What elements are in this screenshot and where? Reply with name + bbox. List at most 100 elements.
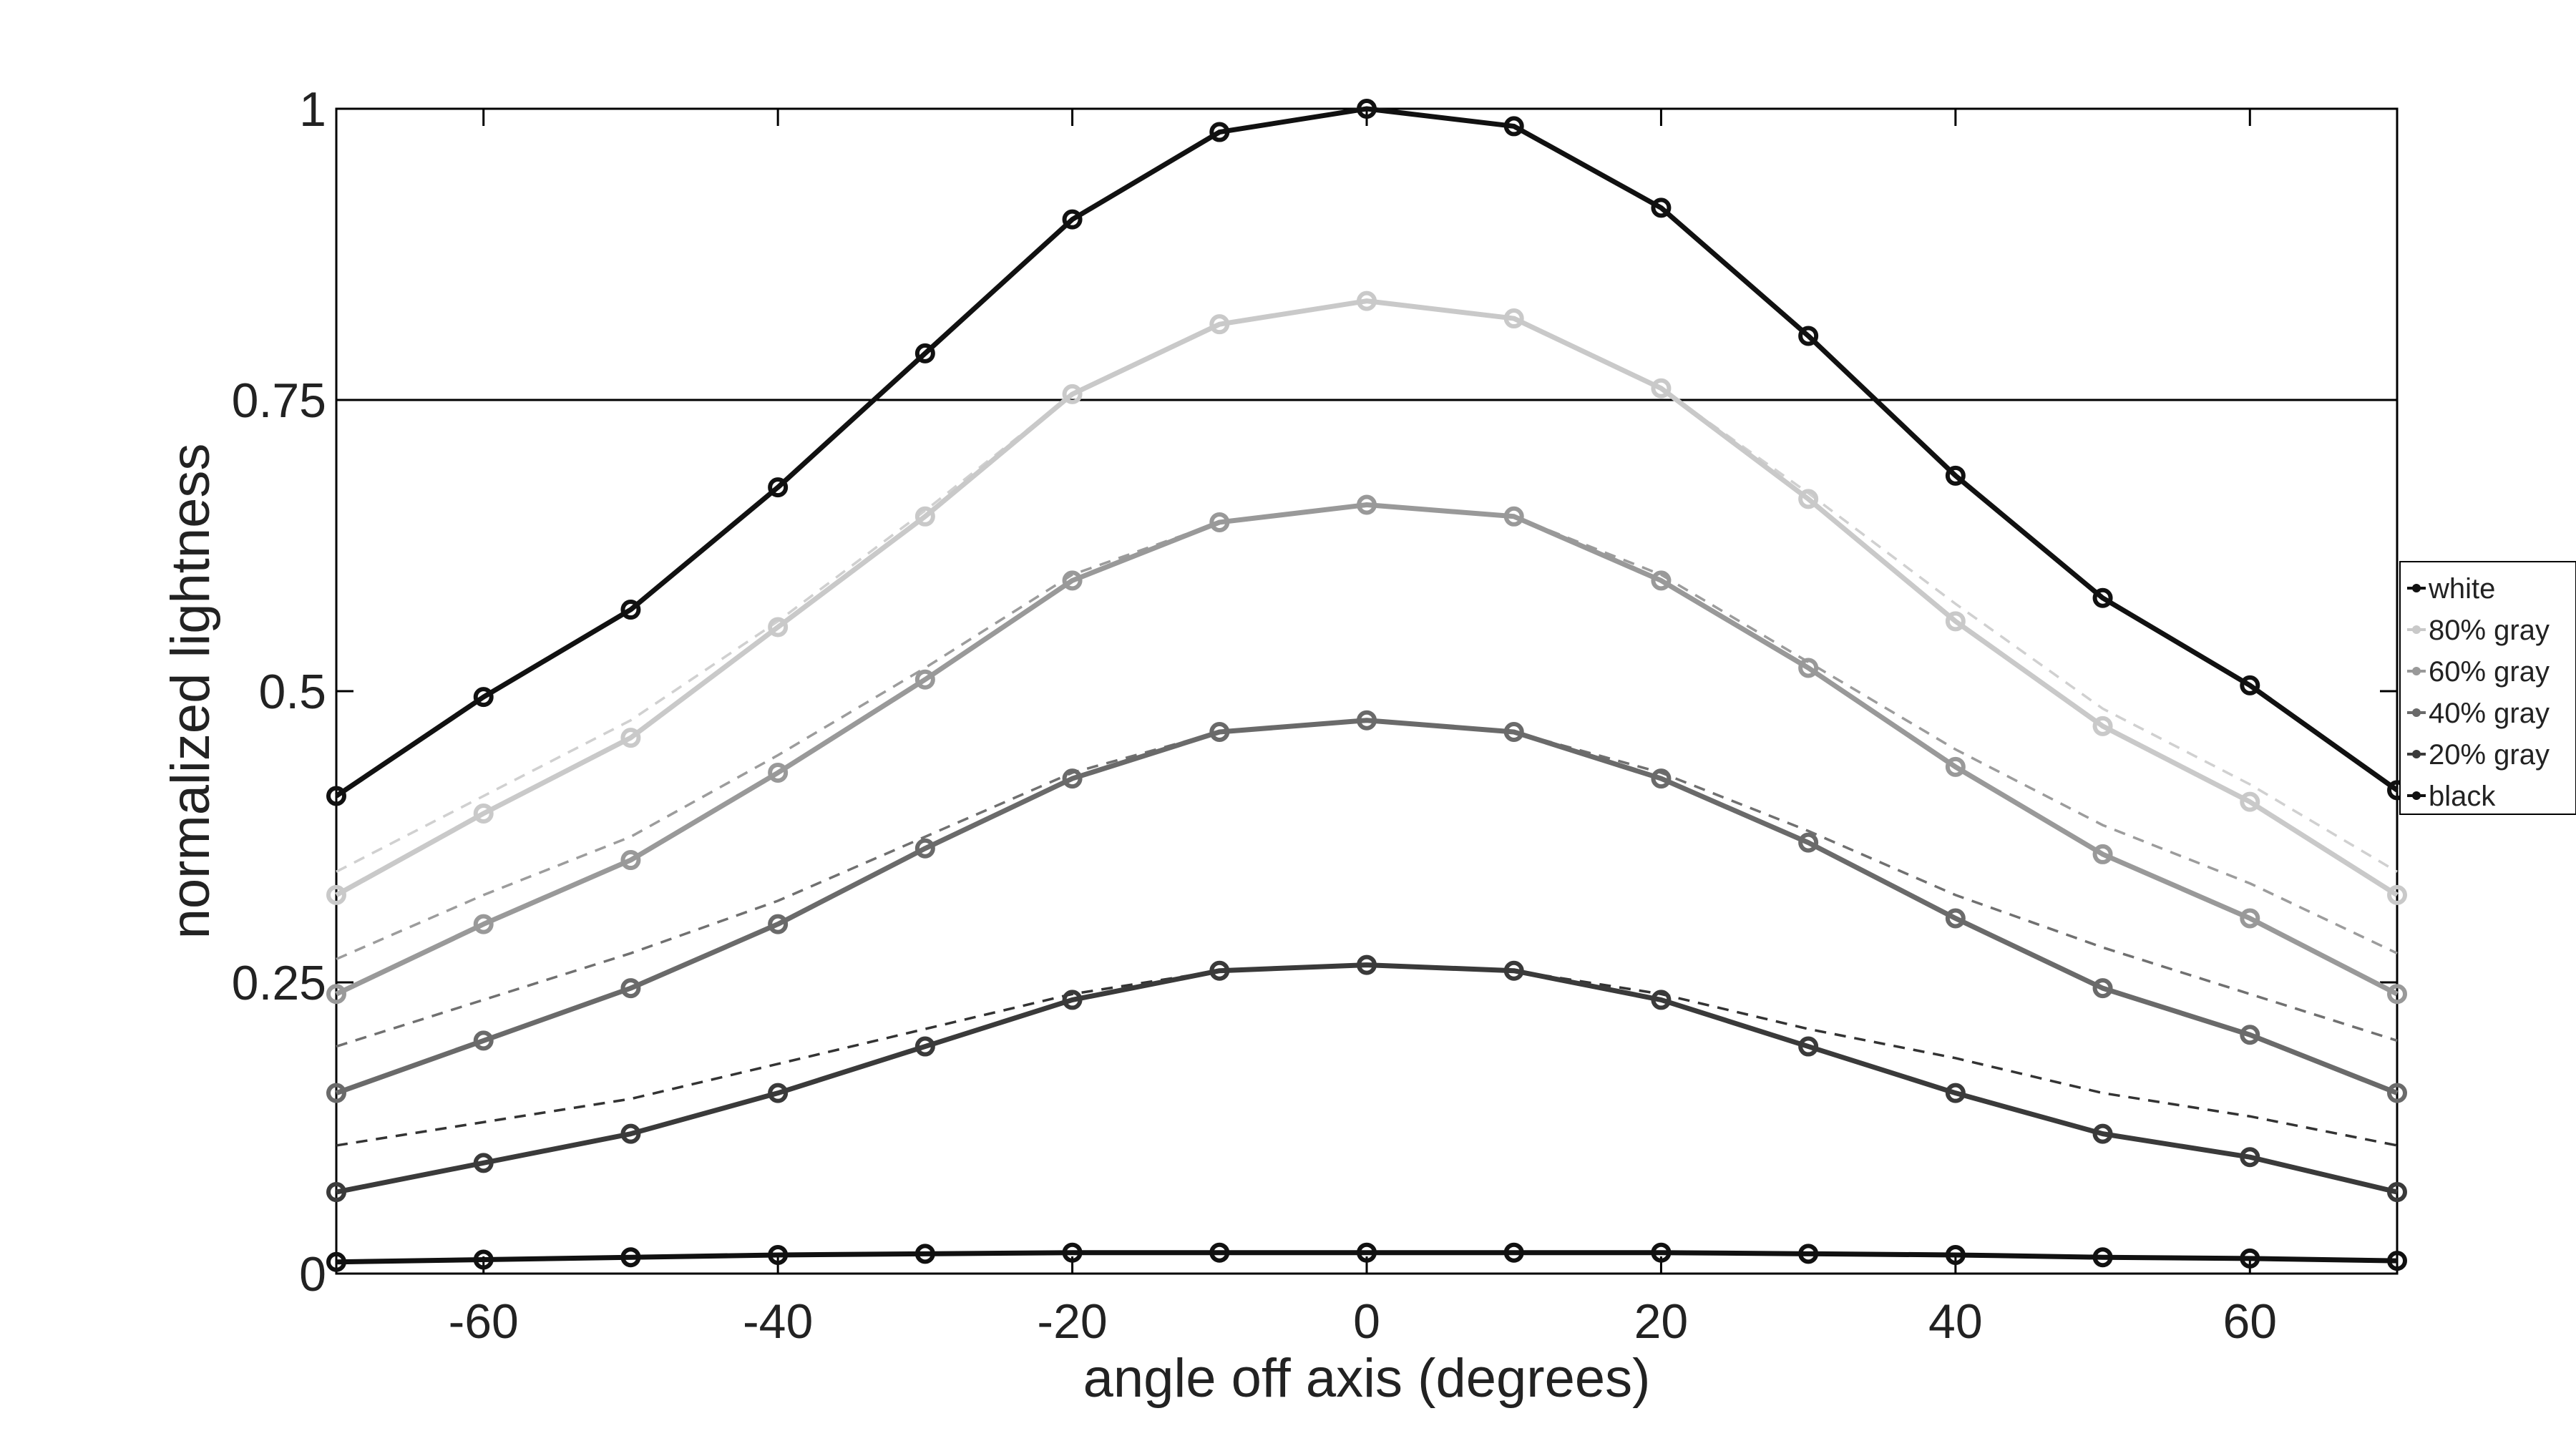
series-black <box>326 1242 2407 1272</box>
data-point <box>1945 1244 1966 1265</box>
series-line-60-gray <box>335 502 2399 997</box>
data-point <box>1357 1242 1377 1263</box>
legend-swatch-marker <box>2412 750 2421 758</box>
legend: white 80% gray 60% gray 40% gray 20% gray bla… <box>2399 561 2576 815</box>
data-point <box>914 669 935 690</box>
plot-area-border <box>335 107 2399 1275</box>
data-point <box>620 728 641 748</box>
data-point <box>1798 326 1819 346</box>
legend-swatch-marker <box>2412 791 2421 800</box>
series-line-white <box>335 106 2399 798</box>
data-point <box>1357 954 1377 975</box>
y-tick-label: 1 <box>299 82 326 137</box>
data-point <box>1651 378 1672 399</box>
y-axis-title: normalized lightness <box>160 444 221 939</box>
y-tick-label: 0.5 <box>258 665 326 719</box>
data-point <box>1209 314 1230 335</box>
reference-curve <box>336 503 2398 961</box>
data-point <box>914 838 935 859</box>
data-point <box>914 1244 935 1264</box>
data-point <box>1651 570 1672 591</box>
data-point <box>1798 1036 1819 1057</box>
legend-label: 40% gray <box>2429 698 2550 729</box>
data-point <box>768 477 789 498</box>
data-point <box>914 1036 935 1057</box>
data-point <box>473 803 494 824</box>
data-point <box>1209 721 1230 742</box>
data-point <box>2387 1083 2407 1103</box>
legend-box <box>2399 561 2576 815</box>
legend-label: black <box>2429 781 2496 812</box>
data-point <box>1798 1244 1819 1264</box>
legend-swatch-marker <box>2412 625 2421 634</box>
data-point <box>326 786 346 806</box>
data-point <box>473 914 494 934</box>
reference-curve <box>336 718 2398 1048</box>
data-point <box>2240 1025 2260 1045</box>
series-white <box>326 99 2407 806</box>
data-point <box>1209 1242 1230 1263</box>
legend-label: 60% gray <box>2429 656 2550 688</box>
data-point <box>2092 978 2113 999</box>
legend-swatch-marker <box>2412 667 2421 675</box>
data-point <box>620 978 641 999</box>
data-point <box>1209 122 1230 142</box>
data-point <box>1798 658 1819 678</box>
data-point <box>620 600 641 620</box>
data-point <box>1209 960 1230 981</box>
x-tick-label: -60 <box>449 1294 519 1349</box>
data-point <box>1651 197 1672 218</box>
legend-label: 80% gray <box>2429 615 2550 646</box>
series-group <box>326 99 2407 1272</box>
data-point <box>1357 710 1377 731</box>
data-point <box>326 1251 346 1272</box>
data-point <box>1798 832 1819 853</box>
data-point <box>620 1247 641 1268</box>
data-point <box>1945 1083 1966 1103</box>
data-point <box>1062 1242 1083 1263</box>
data-point <box>2387 884 2407 905</box>
data-point <box>2092 844 2113 864</box>
data-point <box>326 1083 346 1103</box>
series-line-black <box>336 1250 2398 1265</box>
data-point <box>2092 716 2113 736</box>
data-point <box>473 1030 494 1051</box>
data-point <box>1503 721 1524 742</box>
data-point <box>1651 990 1672 1010</box>
x-tick-label: 0 <box>1353 1294 1380 1349</box>
data-point <box>1945 465 1966 486</box>
legend-swatch-marker <box>2412 584 2421 592</box>
data-point <box>2092 587 2113 608</box>
data-point <box>1062 768 1083 789</box>
dashed-reference-curves <box>336 299 2398 1147</box>
data-point <box>1945 611 1966 632</box>
data-point <box>473 1153 494 1173</box>
series-60-gray <box>326 494 2407 1005</box>
legend-label: 20% gray <box>2429 739 2550 771</box>
data-point <box>1209 512 1230 532</box>
data-point <box>1357 494 1377 515</box>
x-tick-label: -20 <box>1037 1294 1107 1349</box>
data-point <box>1062 990 1083 1010</box>
data-point <box>473 1249 494 1270</box>
data-point <box>1503 116 1524 137</box>
data-point <box>768 914 789 934</box>
data-point <box>326 1182 346 1203</box>
data-point <box>1503 506 1524 527</box>
data-point <box>1357 99 1377 119</box>
data-point <box>2387 984 2407 1005</box>
data-point <box>1503 960 1524 981</box>
data-point <box>2387 1182 2407 1203</box>
data-point <box>1945 756 1966 777</box>
data-point <box>2240 1147 2260 1168</box>
data-point <box>1503 308 1524 329</box>
data-point <box>326 984 346 1005</box>
data-point <box>1062 570 1083 591</box>
x-tick-label: 60 <box>2223 1294 2277 1349</box>
y-tick-label: 0 <box>299 1247 326 1301</box>
data-point <box>768 1083 789 1103</box>
y-tick-label: 0.25 <box>232 956 326 1010</box>
reference-curve <box>336 963 2398 1147</box>
x-tick-label: -40 <box>743 1294 813 1349</box>
